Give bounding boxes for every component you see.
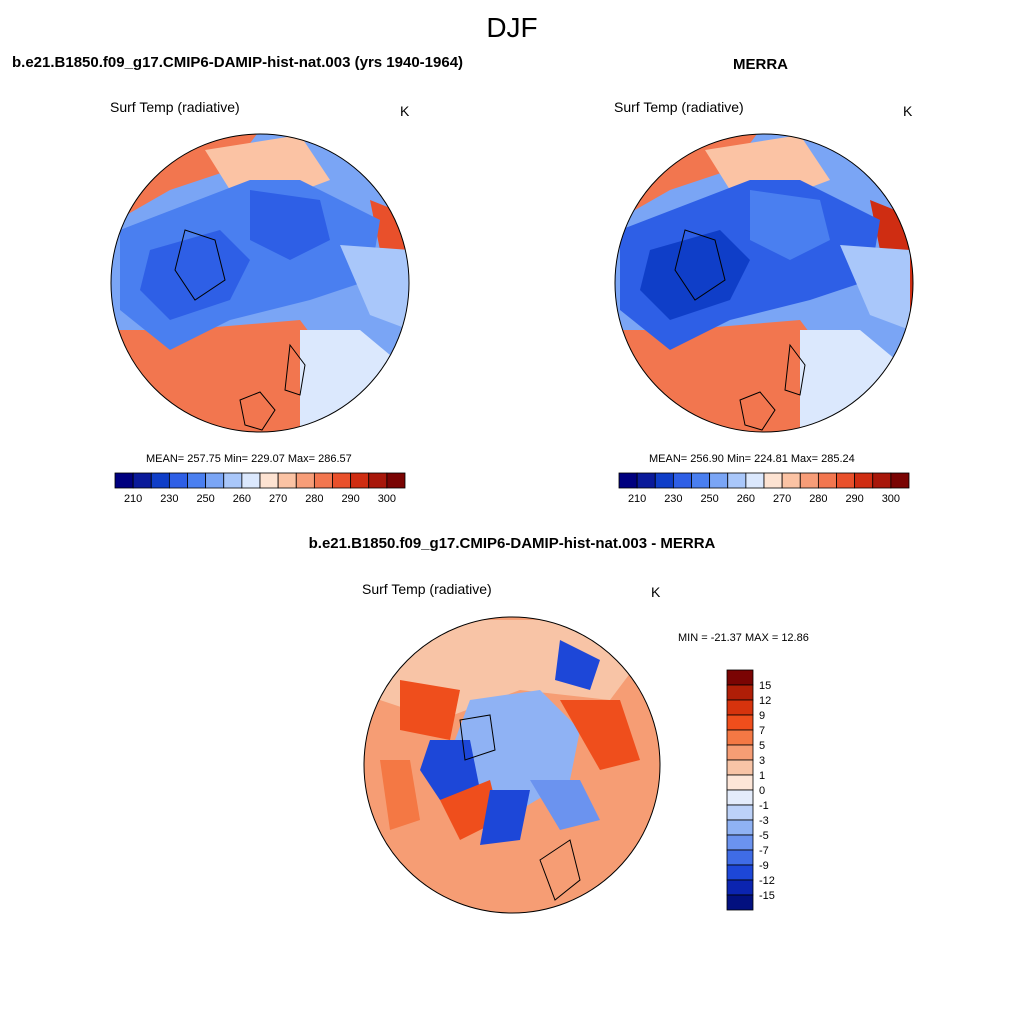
obs-colorbar-box <box>727 472 747 489</box>
diff-colorbar-tick-label: -15 <box>759 890 775 902</box>
model-map <box>110 133 410 433</box>
model-colorbar-box <box>241 472 261 489</box>
model-colorbar-tick-label: 300 <box>378 493 396 505</box>
model-colorbar-box <box>223 472 243 489</box>
diff-colorbar-tick-label: -3 <box>759 815 769 827</box>
obs-colorbar-box <box>691 472 711 489</box>
diff-colorbar-box <box>726 894 754 911</box>
obs-colorbar: 210 230 250 260 270 280 290 300 <box>618 472 910 505</box>
model-colorbar-box <box>368 472 388 489</box>
diff-colorbar-box <box>726 669 754 686</box>
model-colorbar-tick-label: 210 <box>124 493 142 505</box>
obs-colorbar-tick-label: 260 <box>737 493 755 505</box>
diff-colorbar-tick-label: 1 <box>759 770 765 782</box>
diff-colorbar-tick-label: -1 <box>759 800 769 812</box>
diff-units-label: K <box>651 584 661 600</box>
model-colorbar-box <box>295 472 315 489</box>
model-colorbar-box <box>150 472 170 489</box>
diff-stats: MIN = -21.37 MAX = 12.86 <box>678 632 809 644</box>
diff-panel-title: b.e21.B1850.f09_g17.CMIP6-DAMIP-hist-nat… <box>308 535 716 552</box>
diff-colorbar-box <box>726 684 754 701</box>
model-colorbar-box <box>168 472 188 489</box>
diff-colorbar-box <box>726 699 754 716</box>
obs-colorbar-box <box>890 472 910 489</box>
obs-colorbar-tick-label: 270 <box>773 493 791 505</box>
obs-map <box>614 133 914 433</box>
diff-colorbar-box <box>726 744 754 761</box>
obs-colorbar-box <box>763 472 783 489</box>
diff-colorbar-box <box>726 789 754 806</box>
diff-colorbar-tick-label: -12 <box>759 875 775 887</box>
obs-colorbar-tick-label: 250 <box>700 493 718 505</box>
model-colorbar-tick-label: 290 <box>341 493 359 505</box>
obs-colorbar-box <box>654 472 674 489</box>
obs-colorbar-box <box>618 472 638 489</box>
diff-map <box>363 616 661 914</box>
diff-colorbar-box <box>726 774 754 791</box>
model-colorbar: 210 230 250 260 270 280 290 300 <box>114 472 406 505</box>
diff-colorbar-box <box>726 729 754 746</box>
diff-colorbar-tick-label: 15 <box>759 680 771 692</box>
model-colorbar-tick-label: 280 <box>305 493 323 505</box>
diff-colorbar-tick-label: 0 <box>759 785 765 797</box>
diff-colorbar: 15 12 9 7 5 3 1 0 -1 -3 -5 -7 -9 -12 -15 <box>726 669 775 911</box>
obs-variable-label: Surf Temp (radiative) <box>614 99 744 115</box>
model-colorbar-box <box>114 472 134 489</box>
obs-colorbar-box <box>709 472 729 489</box>
diff-colorbar-tick-label: 12 <box>759 695 771 707</box>
figure-title: DJF <box>486 12 538 43</box>
obs-colorbar-tick-label: 280 <box>809 493 827 505</box>
diff-colorbar-box <box>726 819 754 836</box>
diff-colorbar-tick-label: 9 <box>759 710 765 722</box>
obs-colorbar-tick-label: 210 <box>628 493 646 505</box>
obs-colorbar-box <box>636 472 656 489</box>
obs-stats: MEAN= 256.90 Min= 224.81 Max= 285.24 <box>649 453 855 465</box>
obs-colorbar-box <box>799 472 819 489</box>
diff-colorbar-box <box>726 864 754 881</box>
model-units-label: K <box>400 103 410 119</box>
model-colorbar-tick-label: 260 <box>233 493 251 505</box>
model-colorbar-box <box>187 472 207 489</box>
model-colorbar-tick-label: 250 <box>196 493 214 505</box>
diff-colorbar-tick-label: -5 <box>759 830 769 842</box>
diff-colorbar-box <box>726 804 754 821</box>
obs-colorbar-box <box>817 472 837 489</box>
obs-units-label: K <box>903 103 913 119</box>
model-colorbar-tick-label: 270 <box>269 493 287 505</box>
model-colorbar-box <box>132 472 152 489</box>
model-colorbar-box <box>277 472 297 489</box>
diff-colorbar-box <box>726 759 754 776</box>
obs-colorbar-tick-label: 290 <box>845 493 863 505</box>
model-colorbar-box <box>350 472 370 489</box>
diff-colorbar-tick-label: 7 <box>759 725 765 737</box>
obs-colorbar-tick-label: 300 <box>882 493 900 505</box>
obs-colorbar-box <box>836 472 856 489</box>
model-colorbar-box <box>332 472 352 489</box>
model-colorbar-tick-label: 230 <box>160 493 178 505</box>
diff-colorbar-tick-label: 3 <box>759 755 765 767</box>
diff-colorbar-tick-label: -7 <box>759 845 769 857</box>
diff-colorbar-tick-label: 5 <box>759 740 765 752</box>
obs-colorbar-box <box>672 472 692 489</box>
obs-colorbar-tick-label: 230 <box>664 493 682 505</box>
diff-colorbar-box <box>726 879 754 896</box>
diff-colorbar-tick-label: -9 <box>759 860 769 872</box>
model-panel-title: b.e21.B1850.f09_g17.CMIP6-DAMIP-hist-nat… <box>12 54 464 71</box>
diff-colorbar-box <box>726 714 754 731</box>
model-colorbar-box <box>386 472 406 489</box>
model-colorbar-box <box>259 472 279 489</box>
diff-colorbar-box <box>726 834 754 851</box>
diff-variable-label: Surf Temp (radiative) <box>362 581 492 597</box>
obs-panel-title: MERRA <box>733 56 788 73</box>
diff-colorbar-box <box>726 849 754 866</box>
obs-colorbar-box <box>781 472 801 489</box>
model-stats: MEAN= 257.75 Min= 229.07 Max= 286.57 <box>146 453 352 465</box>
obs-colorbar-box <box>854 472 874 489</box>
model-colorbar-box <box>313 472 333 489</box>
model-variable-label: Surf Temp (radiative) <box>110 99 240 115</box>
obs-colorbar-box <box>872 472 892 489</box>
obs-colorbar-box <box>745 472 765 489</box>
model-colorbar-box <box>205 472 225 489</box>
